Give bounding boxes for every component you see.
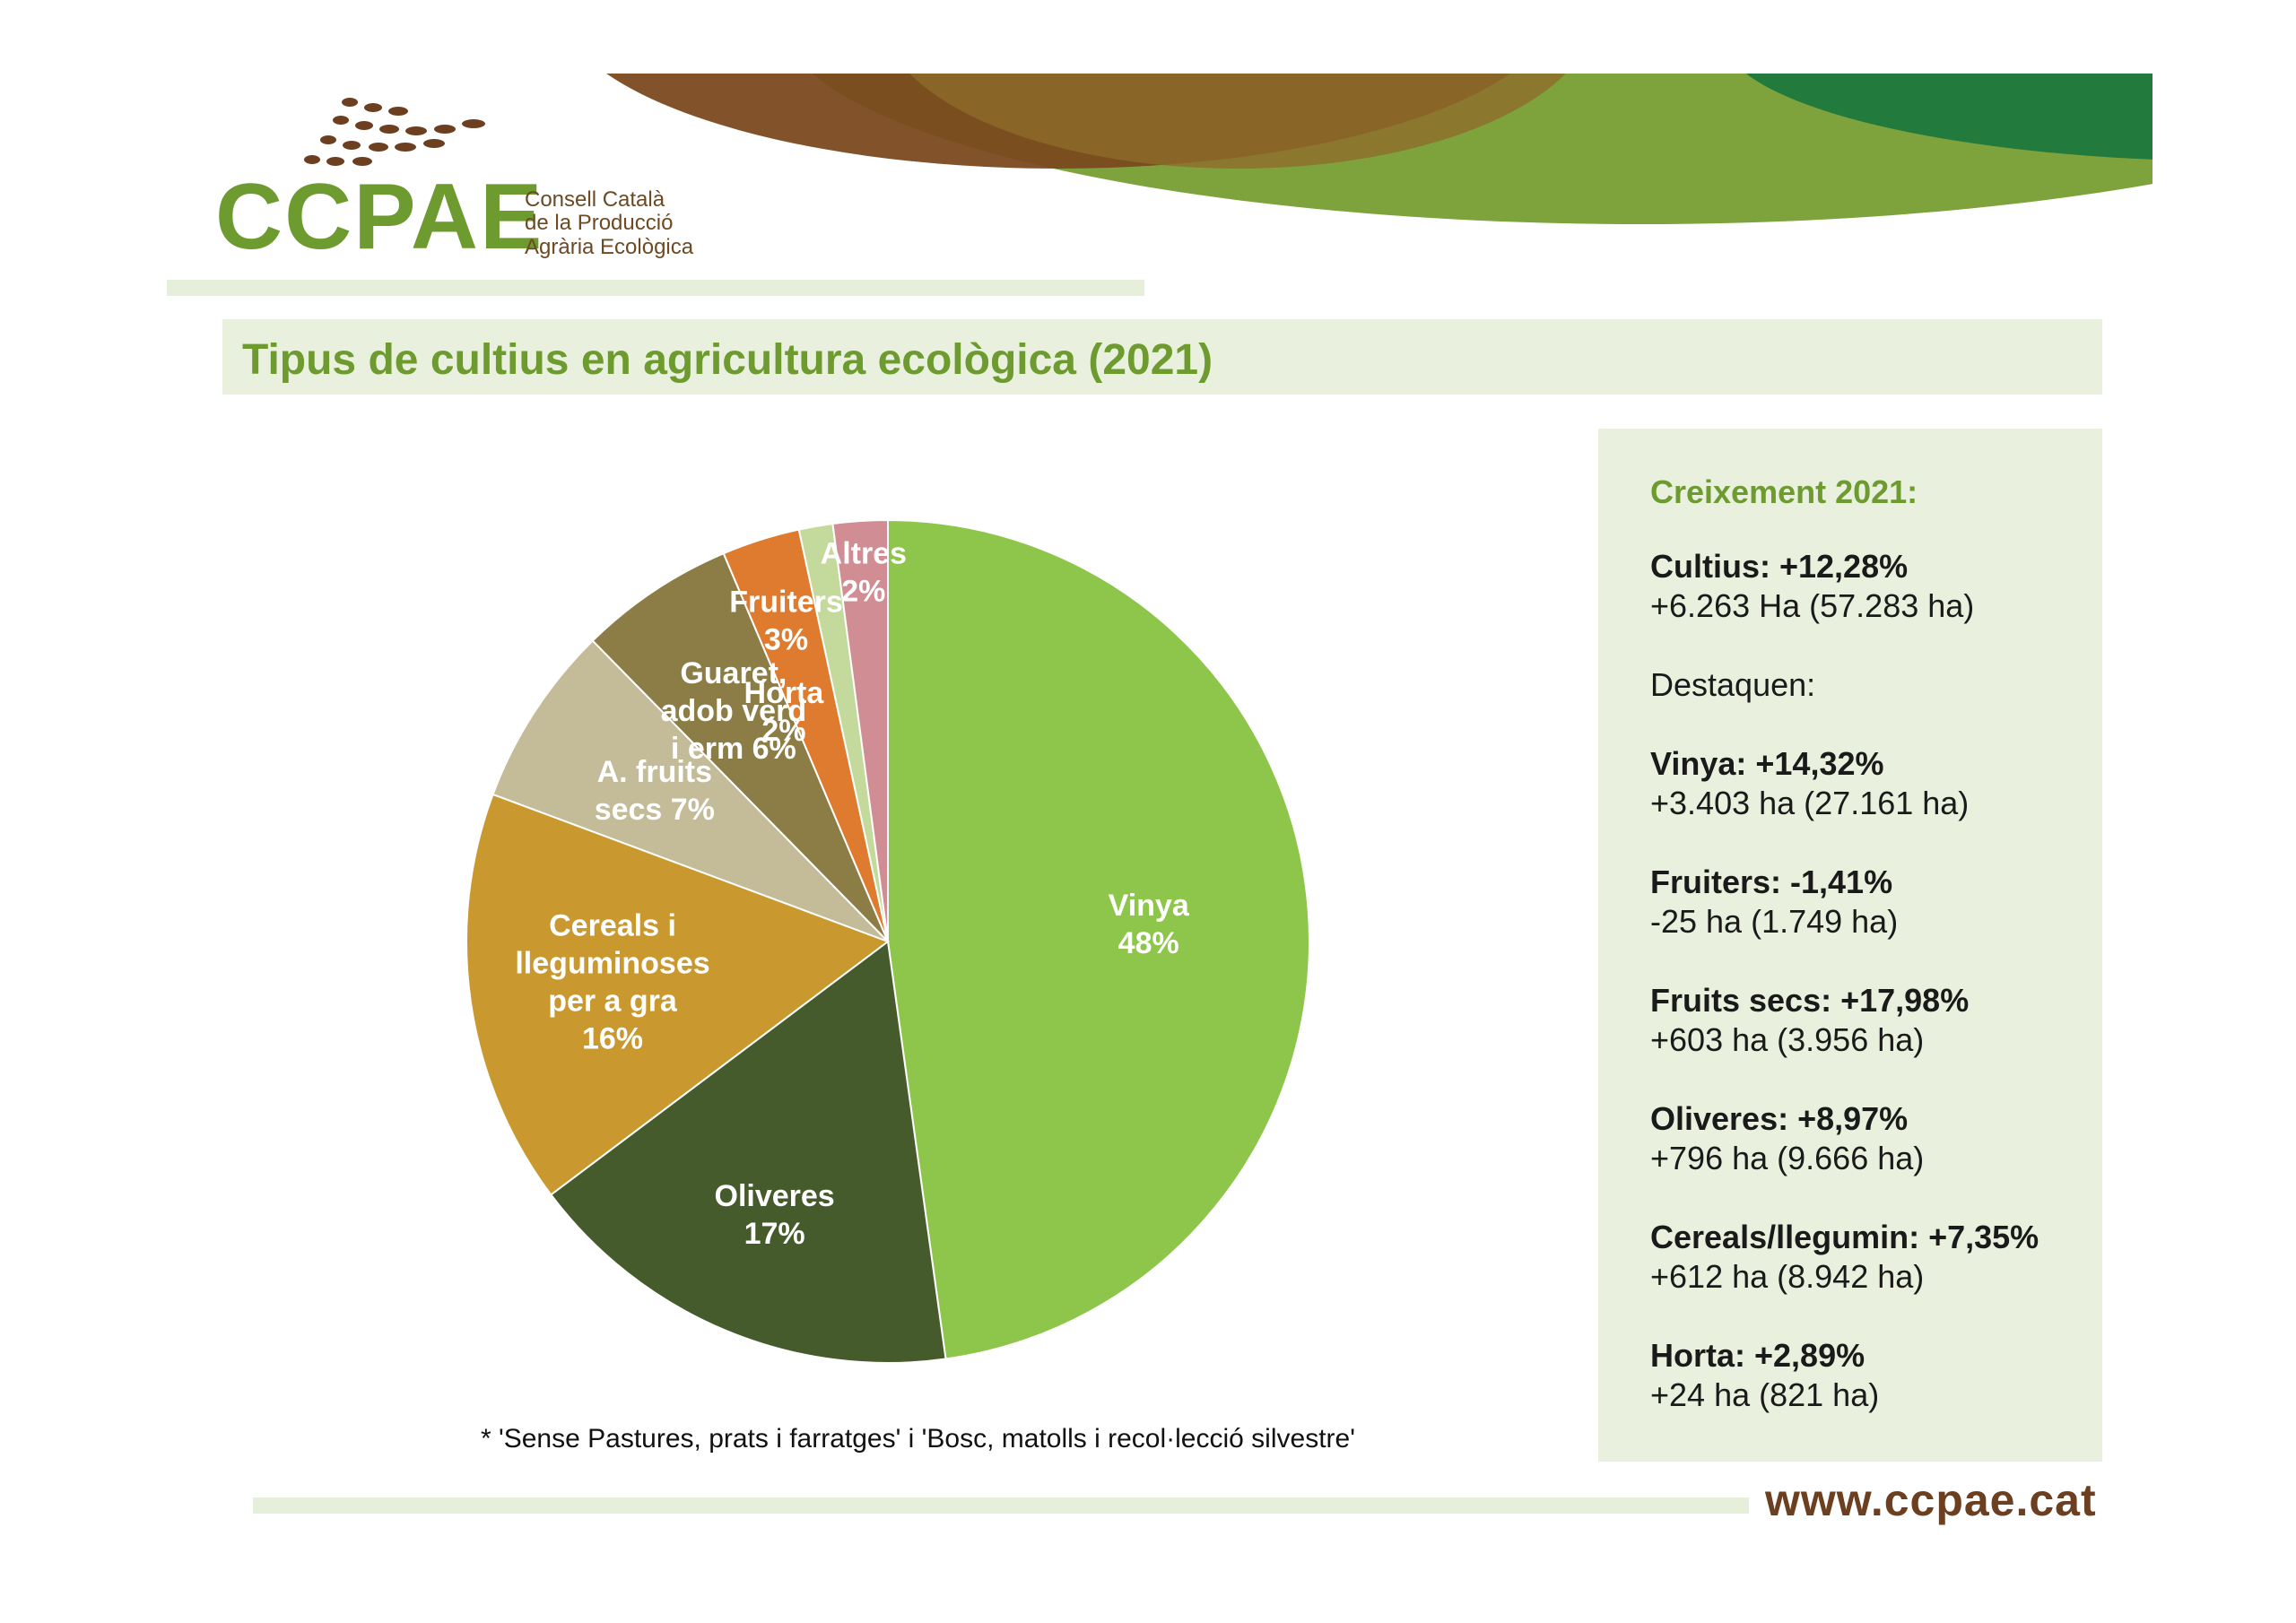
growth-entry-head: Cereals/llegumin: +7,35%	[1650, 1219, 2039, 1255]
pie-slice-label-line: per a gra	[548, 984, 678, 1018]
ccpae-logo: CCPAE Consell Català de la Producció Agr…	[215, 90, 753, 269]
header-banner	[592, 0, 2152, 224]
pie-slice-guaret-adob-verd-i-erm	[591, 551, 889, 942]
pie-slice-label: Altres 2%	[821, 536, 907, 608]
pie-slice-label-line: Cereals i	[549, 908, 676, 942]
pie-slice-label-line: 2%	[841, 574, 885, 608]
pie-slice-label-line: i erm 6%	[671, 732, 796, 766]
growth-entry: Cultius: +12,28% +6.263 Ha (57.283 ha)	[1650, 547, 1974, 626]
pie-slice-label-line: Vinya	[1109, 889, 1190, 923]
pie-slice-label-line: Fruiters	[729, 586, 843, 620]
pie-slice-label-line: Horta	[744, 676, 825, 710]
page-title: Tipus de cultius en agricultura ecològic…	[242, 336, 1213, 384]
pie-slice-label-line: secs 7%	[595, 793, 715, 827]
website-link[interactable]: www.ccpae.cat	[1765, 1475, 2097, 1525]
pie-slice-label: Vinya 48%	[1109, 889, 1190, 960]
growth-entry-head: Oliveres: +8,97%	[1650, 1100, 1909, 1137]
pie-slice-label-line: Oliveres	[715, 1179, 835, 1213]
growth-entry: Horta: +2,89% +24 ha (821 ha)	[1650, 1336, 1879, 1415]
growth-panel: Creixement 2021: Cultius: +12,28% +6.263…	[1598, 429, 2102, 1462]
pie-slice-cereals-i-lleguminoses-per-a-gra	[465, 793, 891, 1196]
growth-entry: Fruits secs: +17,98% +603 ha (3.956 ha)	[1650, 981, 1969, 1060]
pie-slice-label-line: 2%	[761, 714, 805, 748]
growth-entry-sub: +24 ha (821 ha)	[1650, 1376, 1880, 1413]
logo-subtitle: Consell Català de la Producció Agrària E…	[525, 187, 758, 259]
growth-entry: Fruiters: -1,41% -25 ha (1.749 ha)	[1650, 863, 1898, 942]
growth-entry-head: Fruits secs: +17,98%	[1650, 982, 1970, 1019]
pie-chart: Vinya 48% Oliveres 17% Cereals i lleguminoses…	[465, 518, 1310, 1364]
pie-slice-label: Oliveres 17%	[715, 1179, 835, 1251]
chart-footnote: * 'Sense Pastures, prats i farratges' i …	[481, 1424, 1355, 1454]
pie-slice-altres	[831, 518, 889, 942]
growth-entry-sub: +6.263 Ha (57.283 ha)	[1650, 587, 1975, 624]
growth-entry: Oliveres: +8,97% +796 ha (9.666 ha)	[1650, 1099, 1924, 1178]
growth-entry-head: Horta: +2,89%	[1650, 1337, 1866, 1374]
title-bar: Tipus de cultius en agricultura ecològic…	[222, 319, 2102, 395]
pie-slice-label-line: adob verd	[661, 694, 806, 728]
growth-entry-head: Fruiters: -1,41%	[1650, 864, 1893, 900]
logo-subtitle-line: Consell Català	[525, 187, 665, 212]
pie-slice-label-line: 16%	[582, 1021, 643, 1055]
divider-bottom	[253, 1497, 1749, 1514]
divider-top	[167, 280, 1144, 296]
pie-slice-label-line: A. fruits	[597, 755, 712, 789]
growth-entry-sub: +603 ha (3.956 ha)	[1650, 1021, 1925, 1058]
pie-slice-label-line: Guaret,	[680, 656, 787, 690]
pie-slice-vinya	[887, 518, 1310, 1360]
growth-entry-sub: Destaquen:	[1650, 666, 1816, 703]
pie-slice-label: Fruiters 3%	[729, 586, 843, 657]
pie-slice-label: A. fruits secs 7%	[595, 755, 715, 827]
pie-slice-a-fruits-secs	[491, 639, 889, 942]
pie-slice-label: Horta 2%	[744, 676, 825, 748]
growth-entry-sub: -25 ha (1.749 ha)	[1650, 903, 1899, 940]
growth-entry-sub: +612 ha (8.942 ha)	[1650, 1258, 1925, 1295]
logo-dots-icon	[304, 98, 485, 166]
growth-entry: Destaquen:	[1650, 665, 1815, 705]
growth-entry-sub: +796 ha (9.666 ha)	[1650, 1140, 1925, 1176]
pie-slice-oliveres	[549, 940, 947, 1364]
pie-slice-label: Cereals i lleguminoses per a gra 16%	[515, 908, 709, 1055]
pie-slice-label-line: 48%	[1118, 926, 1179, 960]
pie-slice-label-line: lleguminoses	[515, 946, 709, 980]
growth-entry-head: Vinya: +14,32%	[1650, 745, 1884, 782]
pie-slice-label-line: 17%	[744, 1217, 805, 1251]
growth-entry-sub: +3.403 ha (27.161 ha)	[1650, 785, 1970, 821]
logo-subtitle-line: Agrària Ecològica	[525, 234, 694, 259]
logo-subtitle-line: de la Producció	[525, 211, 674, 236]
growth-entry-head: Cultius: +12,28%	[1650, 548, 1909, 585]
pie-slice-label-line: 3%	[764, 623, 808, 657]
pie-slice-label: Guaret, adob verd i erm 6%	[661, 656, 806, 766]
growth-panel-title: Creixement 2021:	[1650, 473, 1918, 510]
growth-entry: Vinya: +14,32% +3.403 ha (27.161 ha)	[1650, 744, 1969, 823]
logo-wordmark: CCPAE	[215, 165, 544, 269]
pie-slice-label-line: Altres	[821, 536, 907, 570]
growth-entry: Cereals/llegumin: +7,35% +612 ha (8.942 …	[1650, 1218, 2039, 1297]
